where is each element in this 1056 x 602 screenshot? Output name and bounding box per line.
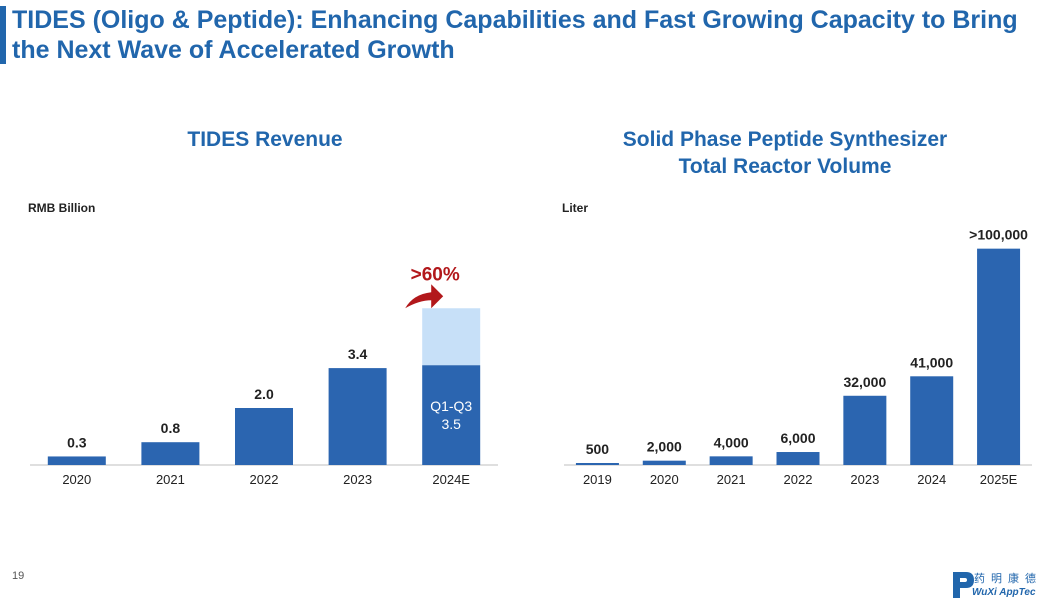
reactor-value-label-2019: 500 — [586, 441, 610, 457]
reactor-value-label-2023: 32,000 — [843, 374, 886, 390]
reactor-category-label-2021: 2021 — [717, 472, 746, 487]
reactor-bar-2020 — [642, 460, 686, 465]
revenue-value-label-2021: 0.8 — [161, 420, 181, 436]
reactor-bar-2023 — [843, 395, 887, 465]
revenue-bar-2024E-q1-q3 — [422, 365, 481, 465]
logo-text: WuXi AppTec — [972, 587, 1036, 598]
slide-title: TIDES (Oligo & Peptide): Enhancing Capab… — [12, 6, 1018, 64]
revenue-bar-2021 — [141, 442, 200, 465]
reactor-value-label-2021: 4,000 — [714, 434, 749, 450]
revenue-value-label-2020: 0.3 — [67, 434, 87, 450]
reactor-category-label-2024: 2024 — [917, 472, 946, 487]
reactor-category-label-2022: 2022 — [784, 472, 813, 487]
reactor-bar-2022 — [776, 452, 820, 465]
reactor-value-label-2024: 41,000 — [910, 354, 953, 370]
revenue-value-label-2022: 2.0 — [254, 386, 274, 402]
reactor-unit-label: Liter — [562, 201, 589, 215]
reactor-category-label-2025E: 2025E — [980, 472, 1018, 487]
revenue-chart-title: TIDES Revenue — [187, 128, 343, 151]
revenue-category-label-2024E: 2024E — [432, 472, 470, 487]
reactor-bar-2021 — [709, 456, 753, 465]
revenue-category-label-2023: 2023 — [343, 472, 372, 487]
page-number: 19 — [12, 570, 25, 582]
reactor-chart-title-line-2: Total Reactor Volume — [678, 155, 892, 178]
reactor-value-label-2020: 2,000 — [647, 439, 682, 455]
reactor-chart-title: Solid Phase Peptide Synthesizer Total Re… — [555, 126, 1015, 180]
reactor-bar-2019 — [575, 463, 619, 465]
revenue-bar-2023 — [328, 368, 387, 465]
revenue-category-label-2020: 2020 — [62, 472, 91, 487]
wuxi-apptec-logo: 药明康德 WuXi AppTec — [950, 568, 1056, 602]
revenue-unit-label: RMB Billion — [28, 201, 96, 215]
reactor-category-label-2020: 2020 — [650, 472, 679, 487]
revenue-bar-2024E-inner-label: Q1-Q3 — [430, 398, 472, 414]
growth-arrow-icon — [405, 284, 444, 309]
reactor-category-label-2019: 2019 — [583, 472, 612, 487]
logo-mark-icon — [953, 572, 974, 598]
reactor-category-label-2023: 2023 — [850, 472, 879, 487]
growth-annotation: >60% — [411, 264, 460, 285]
reactor-value-label-2025E: >100,000 — [969, 227, 1028, 243]
revenue-bar-2024E-inner-value: 3.5 — [441, 416, 461, 432]
reactor-bar-2025E — [977, 248, 1021, 465]
revenue-category-label-2021: 2021 — [156, 472, 185, 487]
revenue-bar-2024E-projected — [422, 308, 481, 366]
reactor-bar-2024 — [910, 376, 954, 465]
revenue-bar-2020 — [47, 456, 106, 465]
revenue-bar-2022 — [235, 408, 293, 465]
reactor-chart-title-line-1: Solid Phase Peptide Synthesizer — [622, 128, 948, 151]
revenue-value-label-2023: 3.4 — [348, 346, 368, 362]
reactor-value-label-2022: 6,000 — [780, 430, 815, 446]
logo-chinese-text: 药明康德 — [974, 572, 1042, 585]
revenue-category-label-2022: 2022 — [250, 472, 279, 487]
title-accent-bar — [0, 6, 6, 64]
